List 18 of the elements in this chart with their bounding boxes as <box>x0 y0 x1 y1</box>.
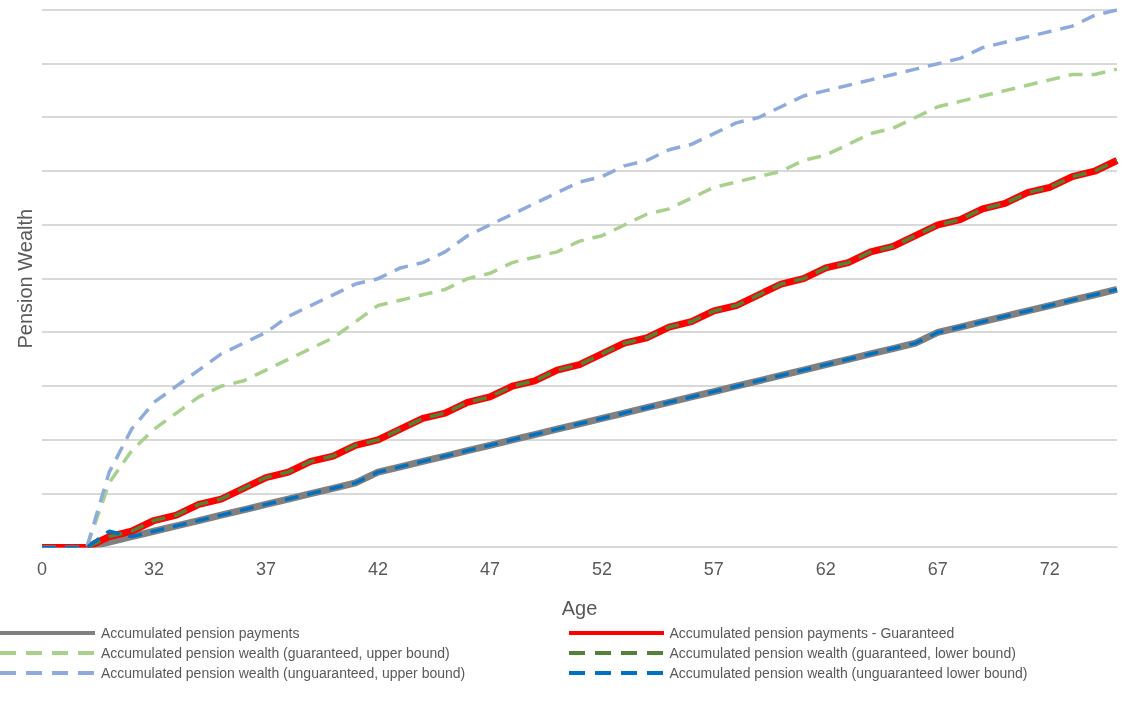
legend-label: Accumulated pension wealth (guaranteed, lower bound) <box>669 645 1016 661</box>
x-tick-label: 57 <box>703 559 724 580</box>
legend-label: Accumulated pension payments <box>101 625 300 641</box>
x-tick-label: 37 <box>255 559 276 580</box>
legend-label: Accumulated pension wealth (guaranteed, upper bound) <box>101 645 450 661</box>
x-tick-label: 67 <box>927 559 948 580</box>
x-tick-label: 32 <box>143 559 164 580</box>
x-tick-label: 47 <box>479 559 500 580</box>
x-tick-label: 0 <box>36 559 48 580</box>
legend-label: Accumulated pension wealth (unguaranteed lower bound) <box>669 665 1028 681</box>
x-axis-title: Age <box>561 596 598 619</box>
x-tick-label: 52 <box>591 559 612 580</box>
x-tick-label: 62 <box>815 559 836 580</box>
x-tick-label: 42 <box>367 559 388 580</box>
legend-label: Accumulated pension payments - Guaranteed <box>669 625 955 641</box>
x-tick-label: 72 <box>1039 559 1060 580</box>
y-axis-title: Pension Wealth <box>13 208 36 349</box>
legend-label: Accumulated pension wealth (unguaranteed, upper bound) <box>101 665 466 681</box>
